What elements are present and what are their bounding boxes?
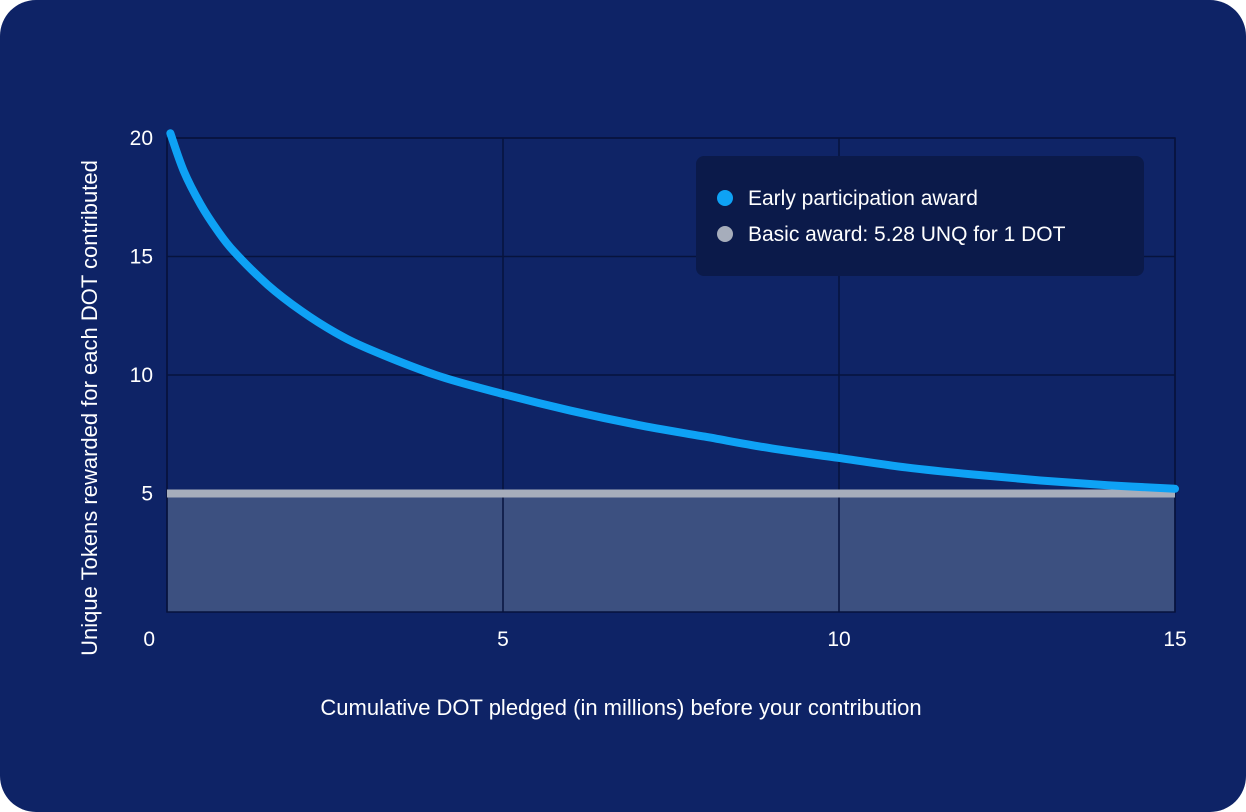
plot-border	[166, 137, 1176, 613]
legend-box	[696, 156, 1144, 276]
basic-award-area	[167, 493, 1175, 612]
x-tick-label: 10	[827, 628, 850, 651]
legend-marker-early	[717, 190, 733, 206]
y-tick-label: 20	[130, 127, 153, 150]
y-tick-label: 15	[130, 246, 153, 269]
legend-label-early: Early participation award	[748, 187, 978, 210]
x-tick-label: 0	[143, 628, 155, 651]
legend-marker-basic	[717, 226, 733, 242]
y-tick-label: 5	[141, 483, 153, 506]
legend-label-basic: Basic award: 5.28 UNQ for 1 DOT	[748, 223, 1066, 246]
legend: Early participation award Basic award: 5…	[696, 156, 1144, 276]
x-tick-label: 5	[497, 628, 509, 651]
x-axis-title: Cumulative DOT pledged (in millions) bef…	[320, 695, 921, 720]
x-tick-label: 15	[1163, 628, 1186, 651]
y-tick-label: 10	[130, 364, 153, 387]
y-axis-title: Unique Tokens rewarded for each DOT cont…	[77, 160, 102, 656]
series-line-early-participation	[166, 129, 1179, 493]
